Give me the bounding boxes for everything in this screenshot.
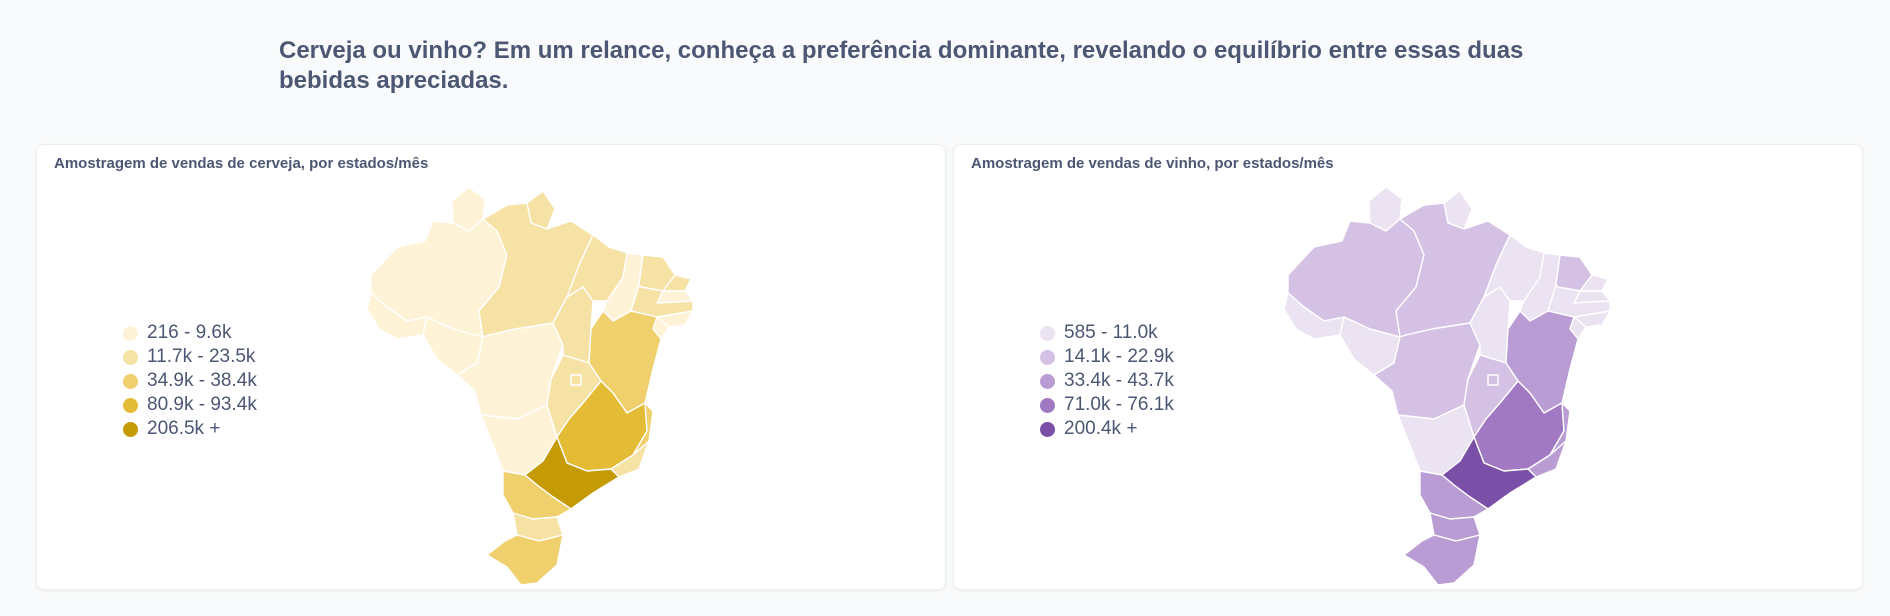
legend-swatch	[1040, 325, 1055, 341]
beer-map-title: Amostragem de vendas de cerveja, por est…	[54, 155, 429, 172]
legend-label: 14.1k - 22.9k	[1064, 346, 1174, 367]
wine-brazil-map	[1283, 186, 1611, 586]
legend-item[interactable]: 585 - 11.0k	[1040, 321, 1174, 345]
legend-label: 206.5k +	[147, 418, 221, 439]
legend-label: 200.4k +	[1064, 418, 1138, 439]
wine-map-title: Amostragem de vendas de vinho, por estad…	[971, 155, 1334, 172]
beer-map-card: Amostragem de vendas de cerveja, por est…	[36, 144, 946, 590]
state-rs[interactable]	[1403, 534, 1481, 586]
legend-swatch	[1040, 421, 1055, 437]
legend-item[interactable]: 80.9k - 93.4k	[123, 393, 257, 417]
legend-swatch	[123, 325, 138, 341]
legend-label: 585 - 11.0k	[1064, 322, 1158, 343]
wine-legend: 585 - 11.0k 14.1k - 22.9k 33.4k - 43.7k …	[1040, 321, 1174, 441]
state-ma[interactable]	[1483, 234, 1545, 302]
legend-item[interactable]: 33.4k - 43.7k	[1040, 369, 1174, 393]
beer-brazil-map	[366, 186, 694, 586]
state-pr[interactable]	[1419, 470, 1489, 520]
legend-swatch	[123, 421, 138, 437]
legend-swatch	[1040, 397, 1055, 413]
legend-item[interactable]: 11.7k - 23.5k	[123, 345, 257, 369]
wine-map-card: Amostragem de vendas de vinho, por estad…	[953, 144, 1863, 590]
legend-swatch	[123, 373, 138, 389]
legend-item[interactable]: 71.0k - 76.1k	[1040, 393, 1174, 417]
legend-item[interactable]: 216 - 9.6k	[123, 321, 257, 345]
legend-swatch	[1040, 373, 1055, 389]
state-df[interactable]	[570, 374, 582, 386]
legend-swatch	[123, 349, 138, 365]
legend-label: 11.7k - 23.5k	[147, 346, 256, 367]
legend-label: 80.9k - 93.4k	[147, 394, 257, 415]
legend-swatch	[123, 397, 138, 413]
legend-item[interactable]: 200.4k +	[1040, 417, 1174, 441]
legend-label: 216 - 9.6k	[147, 322, 232, 343]
state-rs[interactable]	[486, 534, 564, 586]
legend-item[interactable]: 206.5k +	[123, 417, 257, 441]
legend-swatch	[1040, 349, 1055, 365]
legend-label: 33.4k - 43.7k	[1064, 370, 1174, 391]
legend-item[interactable]: 14.1k - 22.9k	[1040, 345, 1174, 369]
beer-legend: 216 - 9.6k 11.7k - 23.5k 34.9k - 38.4k 8…	[123, 321, 257, 441]
page-headline: Cerveja ou vinho? Em um relance, conheça…	[279, 37, 1524, 94]
legend-label: 71.0k - 76.1k	[1064, 394, 1174, 415]
state-ma[interactable]	[566, 234, 628, 302]
legend-item[interactable]: 34.9k - 38.4k	[123, 369, 257, 393]
legend-label: 34.9k - 38.4k	[147, 370, 257, 391]
state-df[interactable]	[1487, 374, 1499, 386]
state-pr[interactable]	[502, 470, 572, 520]
